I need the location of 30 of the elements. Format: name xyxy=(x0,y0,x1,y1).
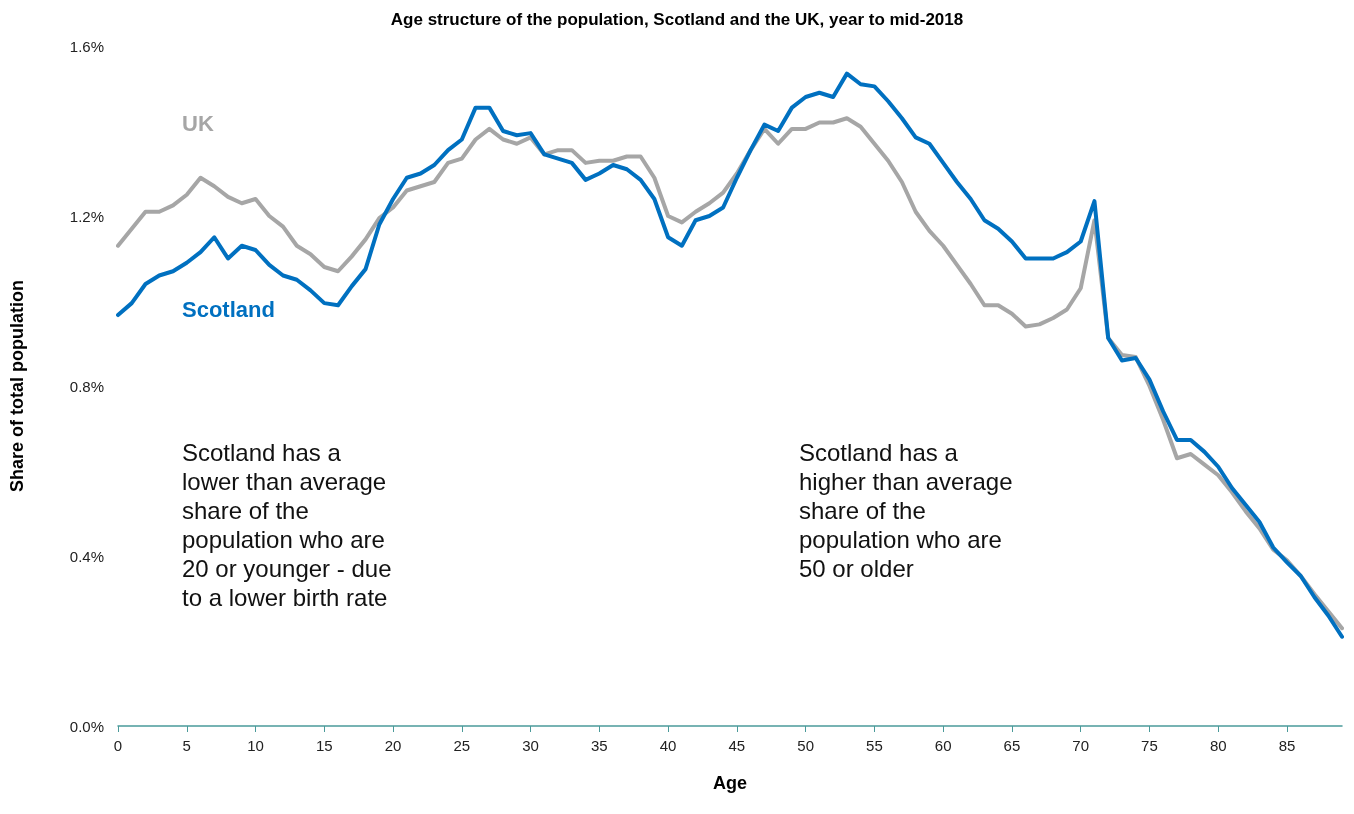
x-tick-label: 80 xyxy=(1209,737,1227,754)
x-tick-label: 30 xyxy=(522,737,539,754)
y-tick-label: 1.2% xyxy=(69,207,104,225)
x-tick-label: 85 xyxy=(1278,737,1296,754)
x-tick-label: 65 xyxy=(1003,737,1021,754)
x-tick-label: 50 xyxy=(797,737,814,754)
x-tick-label: 35 xyxy=(591,737,608,754)
x-tick-label: 25 xyxy=(453,737,471,754)
x-tick-label: 15 xyxy=(315,737,333,754)
y-tick-label: 0.8% xyxy=(69,377,104,395)
y-tick-label: 0.4% xyxy=(69,547,104,565)
series-label: Scotland xyxy=(182,296,275,322)
x-tick-label: 10 xyxy=(247,737,264,754)
y-tick-label: 0.0% xyxy=(69,717,104,735)
x-tick-label: 60 xyxy=(934,737,952,754)
x-tick-label: 0 xyxy=(113,737,123,754)
x-tick-label: 40 xyxy=(659,737,677,754)
chart-title: Age structure of the population, Scotland and the UK, year to mid-2018 xyxy=(390,10,964,29)
x-tick-label: 75 xyxy=(1141,737,1158,754)
x-tick-label: 70 xyxy=(1072,737,1090,754)
x-tick-label: 5 xyxy=(182,737,191,754)
x-tick-label: 45 xyxy=(728,737,746,754)
y-axis-title: Share of total population xyxy=(7,280,27,492)
text: UK xyxy=(182,110,214,136)
y-tick-label: 1.6% xyxy=(69,37,104,55)
x-tick-label: 55 xyxy=(866,737,883,754)
annotation: Scotland has a higher than average share of the population who are 50 or older xyxy=(799,439,1013,582)
annotation: Scotland has a lower than average share of the population who are 20 or younger - due to a lower birth rate xyxy=(182,439,392,611)
x-axis-title: Age xyxy=(712,773,748,793)
x-tick-label: 20 xyxy=(384,737,402,754)
